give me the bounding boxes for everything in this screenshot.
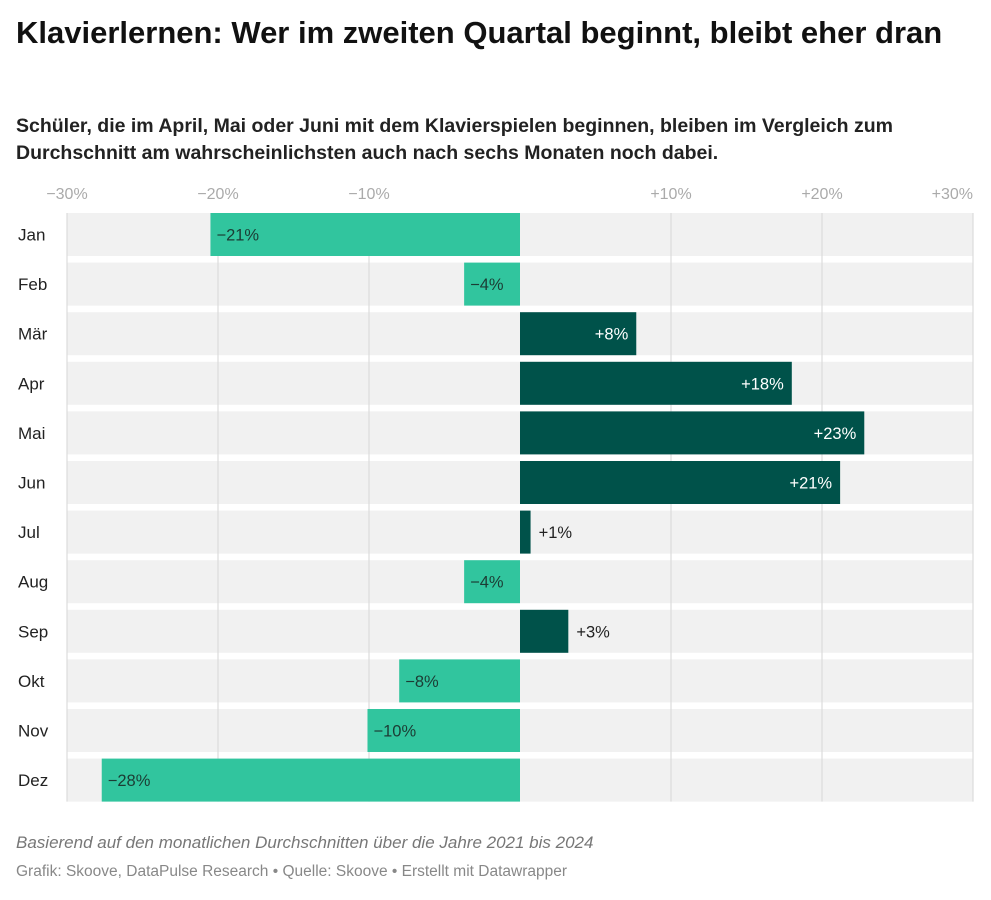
data-label: −28%	[108, 772, 151, 790]
bar-mai	[520, 411, 865, 455]
x-tick-label: +20%	[801, 186, 842, 203]
bar-apr	[520, 361, 792, 405]
data-label: +8%	[595, 326, 629, 344]
chart-title: Klavierlernen: Wer im zweiten Quartal be…	[16, 15, 943, 50]
category-label: Feb	[18, 275, 47, 294]
data-label: −4%	[470, 276, 504, 294]
x-tick-label: −10%	[348, 186, 389, 203]
category-label: Mai	[18, 424, 45, 443]
bar-jun	[520, 461, 841, 504]
category-label: Aug	[18, 573, 48, 592]
bar-jan	[210, 213, 520, 256]
x-tick-label: −20%	[197, 186, 238, 203]
bar-sep	[520, 609, 569, 653]
x-tick-label: −30%	[46, 186, 87, 203]
chart-footer: Grafik: Skoove, DataPulse Research • Que…	[16, 863, 567, 880]
bar-jul	[520, 510, 531, 554]
data-label: +3%	[576, 623, 610, 641]
data-label: −10%	[373, 723, 416, 741]
chart-subtitle: Schüler, die im April, Mai oder Juni mit…	[16, 115, 893, 164]
data-label: +23%	[814, 425, 857, 443]
bar-nov	[367, 709, 520, 752]
bar-aug	[464, 560, 520, 604]
data-label: −21%	[216, 227, 259, 245]
category-label: Sep	[18, 622, 48, 641]
category-label: Mär	[18, 325, 48, 344]
category-label: Apr	[18, 374, 45, 393]
category-label: Jan	[18, 226, 45, 245]
data-label: −4%	[470, 574, 504, 592]
category-label: Jul	[18, 523, 40, 542]
category-label: Okt	[18, 672, 45, 691]
chart-note: Basierend auf den monatlichen Durchschni…	[16, 833, 594, 852]
data-label: −8%	[405, 673, 439, 691]
bar-mär	[520, 312, 637, 356]
bar-chart: −30% −20% −10% +10% +20% +30% Jan −21% Feb −4% Mär…	[18, 186, 974, 802]
bar-okt	[399, 659, 520, 703]
category-label: Dez	[18, 771, 48, 790]
category-label: Jun	[18, 474, 45, 493]
bar-feb	[464, 262, 520, 306]
data-label: +18%	[741, 375, 784, 393]
x-tick-label: +10%	[650, 186, 691, 203]
data-label: +21%	[789, 475, 832, 493]
category-label: Nov	[18, 722, 49, 741]
data-label: +1%	[539, 524, 573, 542]
bar-dez	[101, 758, 520, 802]
x-tick-label: +30%	[932, 186, 973, 203]
